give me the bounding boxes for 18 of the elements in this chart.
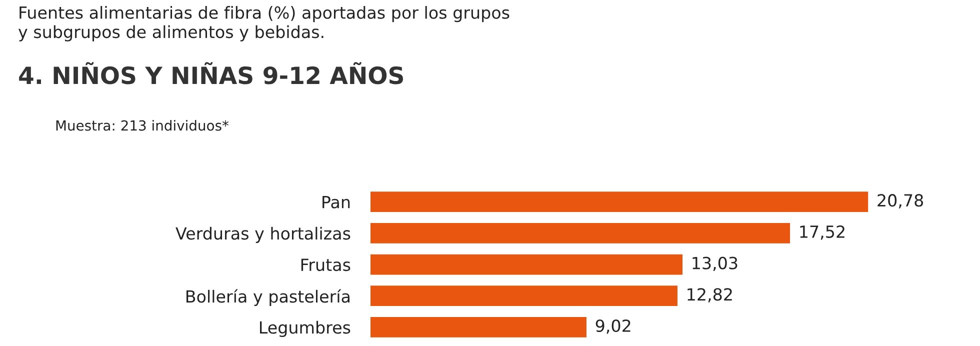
y-tick-label: Verduras y hortalizas: [176, 226, 350, 243]
bar: [370, 317, 586, 338]
text: Muestra: 213 individuos*: [56, 120, 229, 131]
chart-title: Fuentes alimentarias de fibra (%) aportadas por los grupos y subgrupos de alimentos y bebidas.: [18, 6, 510, 42]
data-label: 13,03: [692, 256, 738, 272]
data-label: 17,52: [800, 225, 844, 240]
y-tick-label: Frutas: [301, 258, 350, 272]
y-tick-label: Bollería y pastelería: [186, 289, 350, 306]
data-label: 12,82: [688, 288, 732, 302]
data-label: 9,02: [596, 319, 630, 334]
bar: [370, 192, 868, 212]
y-tick-label: Legumbres: [260, 320, 350, 338]
y-tick-label: Pan: [322, 196, 350, 208]
chart-subtitle: 4. NIÑOS Y NIÑAS 9-12 AÑOS: [19, 62, 404, 84]
bar: [370, 254, 682, 275]
bar: [370, 222, 790, 244]
data-label: 20,78: [878, 194, 924, 208]
bar: [370, 286, 678, 306]
